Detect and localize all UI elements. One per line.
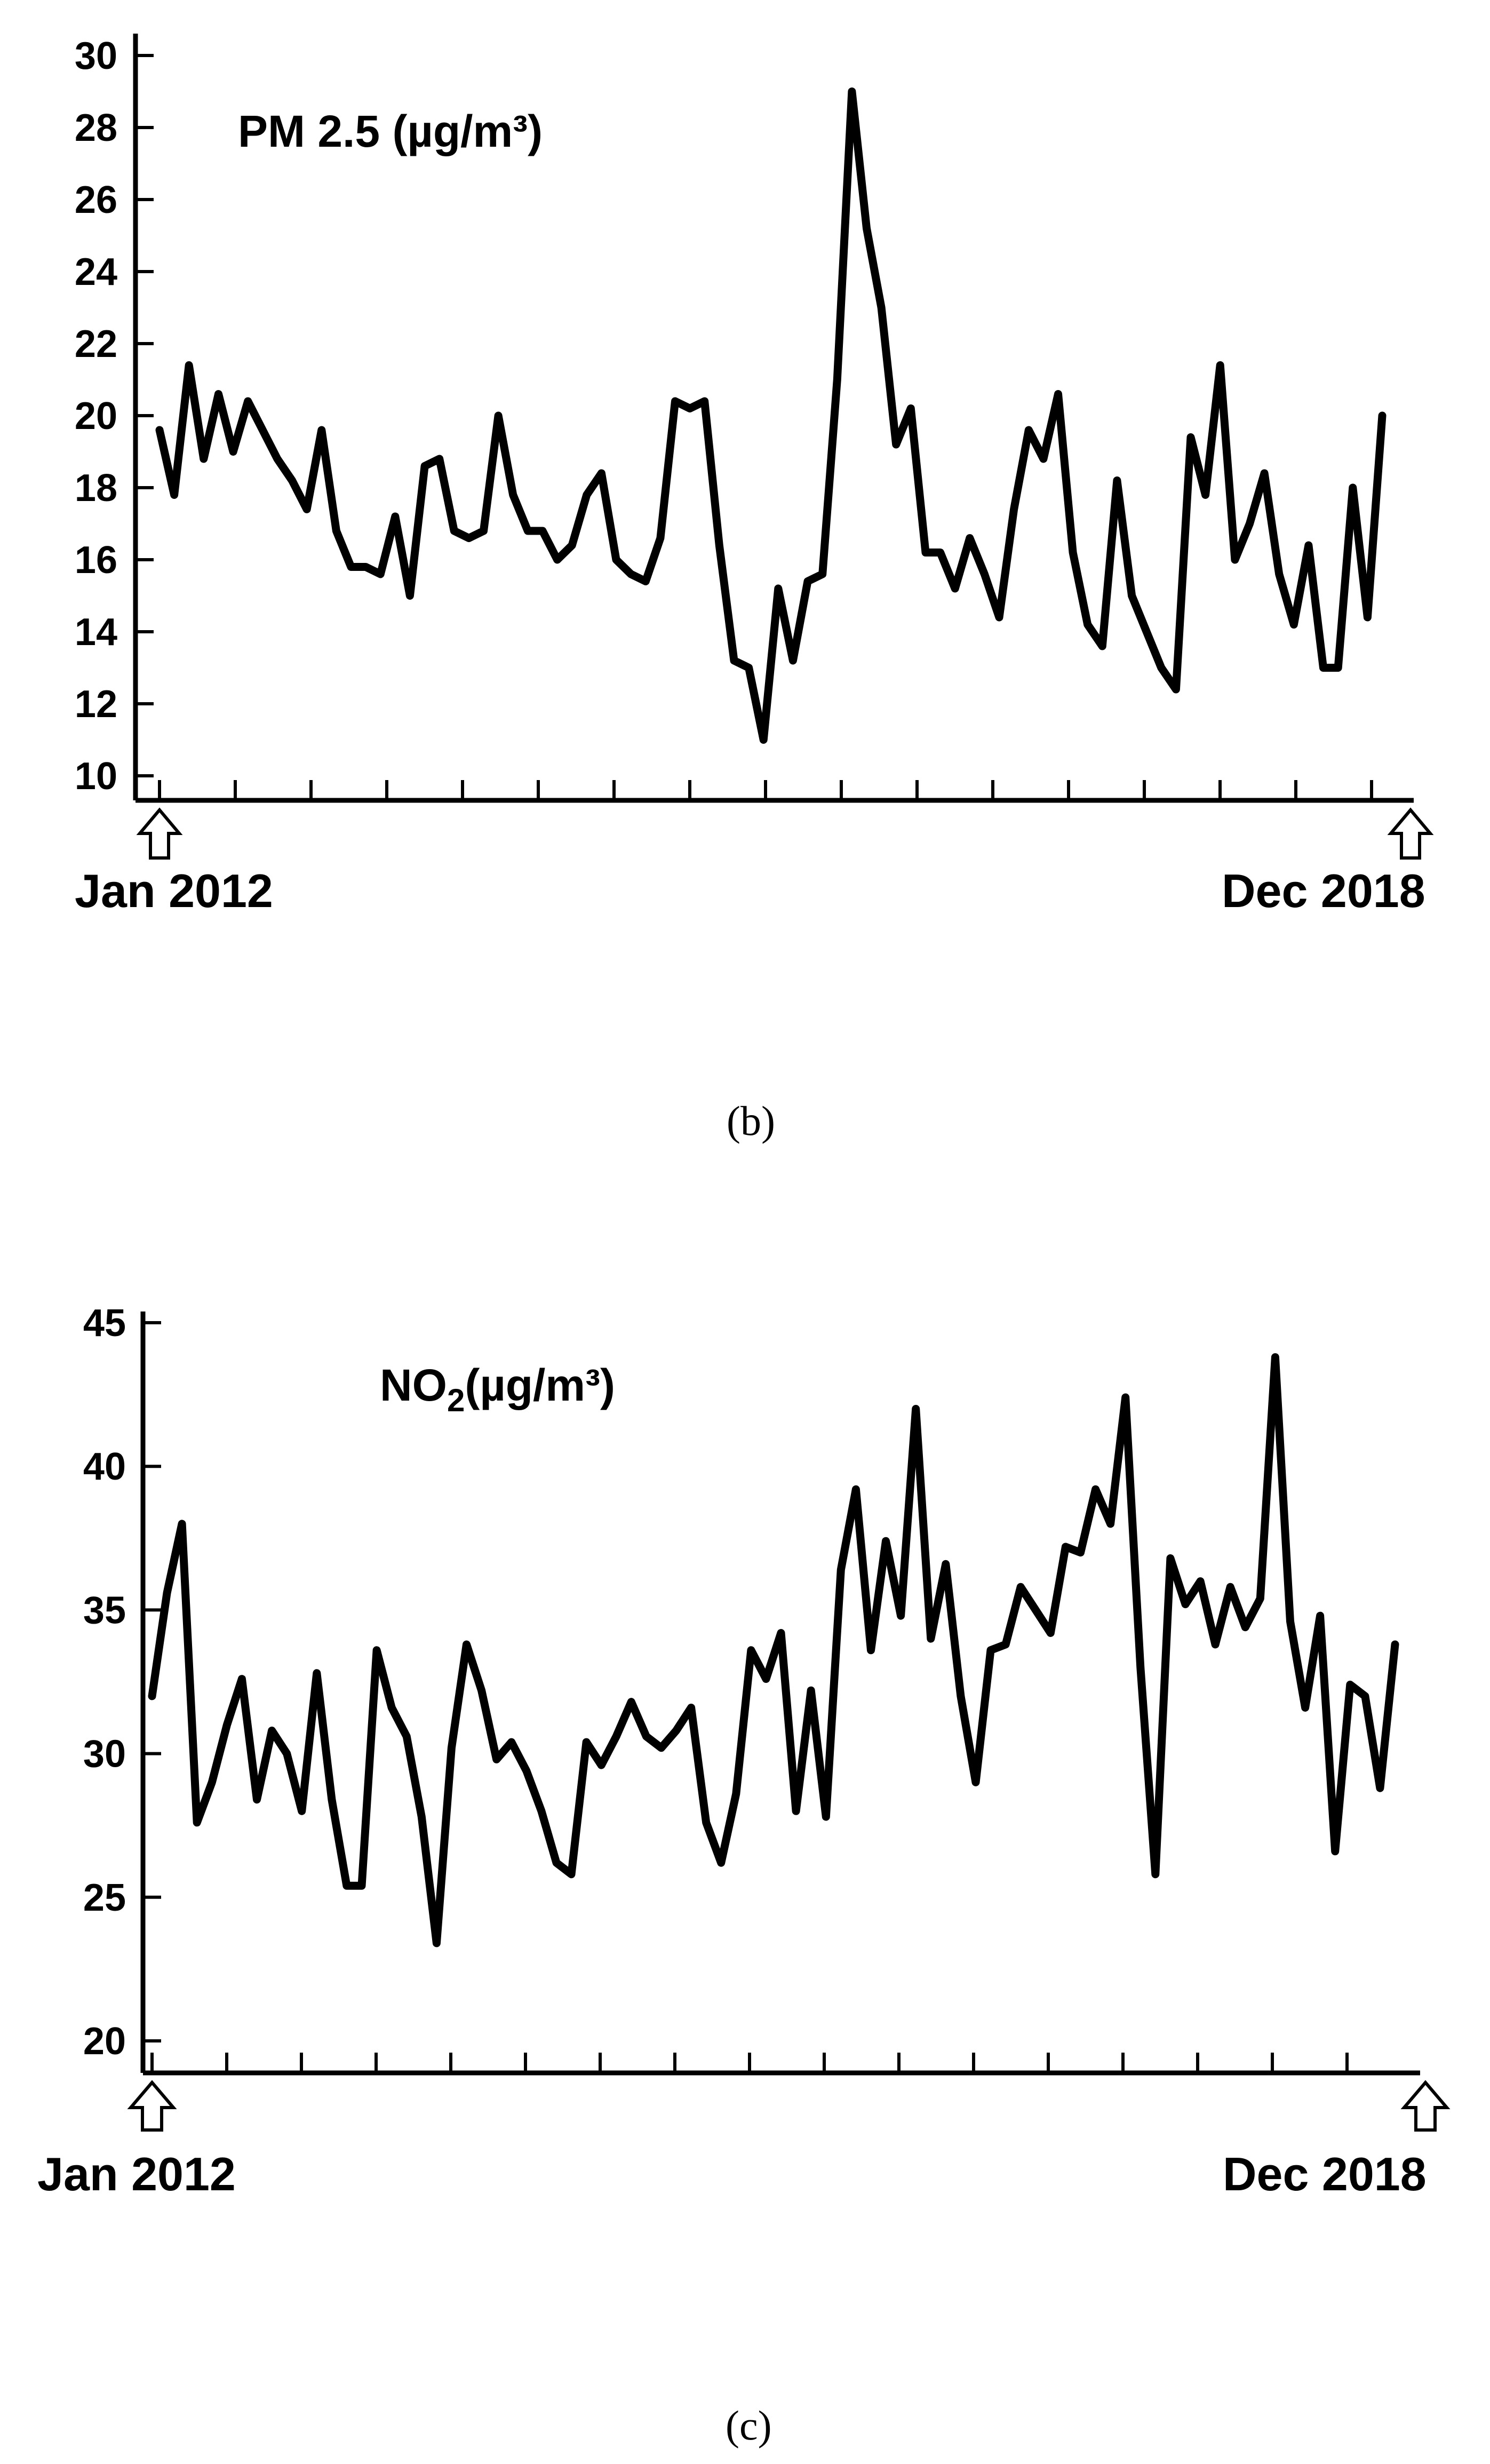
pm25-panel-label: (b) — [727, 1098, 775, 1144]
no2-panel-label: (c) — [726, 2402, 772, 2449]
pm25-y-tick-label: 26 — [75, 179, 117, 221]
no2-title-subscript: 2 — [447, 1382, 465, 1418]
pm25-chart: 10 12 14 16 18 20 22 24 26 28 30 PM 2.5 (µg/m³) Ja… — [75, 34, 1434, 1144]
no2-title-main: NO — [380, 1360, 447, 1410]
pm25-y-tick-label: 20 — [75, 395, 117, 438]
pm25-y-tick-label: 16 — [75, 539, 117, 582]
pm25-y-tick-label: 12 — [75, 683, 117, 726]
pm25-series-line — [155, 88, 1387, 744]
pm25-start-date-label: Jan 2012 — [75, 864, 273, 917]
no2-y-tick-label: 25 — [83, 1877, 126, 1919]
pm25-end-arrow-icon — [1387, 807, 1434, 860]
no2-series-line — [148, 1353, 1399, 1948]
no2-y-tick-label: 35 — [83, 1589, 126, 1632]
pm25-chart-title: PM 2.5 (µg/m³) — [238, 106, 543, 156]
no2-chart-title: NO2(µg/m³) — [380, 1360, 615, 1418]
pm25-y-tick-label: 22 — [75, 323, 117, 365]
no2-end-arrow-icon — [1400, 2080, 1451, 2132]
no2-start-arrow-icon — [127, 2080, 177, 2132]
no2-y-tick-label: 40 — [83, 1445, 126, 1488]
no2-chart: 20 25 30 35 40 45 NO2(µg/m³) Jan 2012 Dec 201… — [37, 1302, 1451, 2449]
no2-title-unit: (µg/m³) — [465, 1360, 615, 1410]
no2-y-tick-label: 45 — [83, 1302, 126, 1345]
pm25-y-tick-label: 18 — [75, 467, 117, 510]
pm25-y-tick-label: 30 — [75, 35, 117, 77]
no2-y-tick-label: 20 — [83, 2020, 126, 2063]
pm25-start-arrow-icon — [136, 807, 183, 860]
no2-y-tick-label: 30 — [83, 1733, 126, 1776]
pm25-end-date-label: Dec 2018 — [1222, 864, 1425, 917]
pm25-y-tick-label: 10 — [75, 755, 117, 798]
pm25-y-tick-label: 28 — [75, 107, 117, 149]
pm25-y-tick-label: 14 — [75, 611, 117, 654]
no2-start-date-label: Jan 2012 — [37, 2148, 236, 2200]
no2-end-date-label: Dec 2018 — [1223, 2148, 1427, 2200]
pm25-y-tick-label: 24 — [75, 251, 117, 293]
